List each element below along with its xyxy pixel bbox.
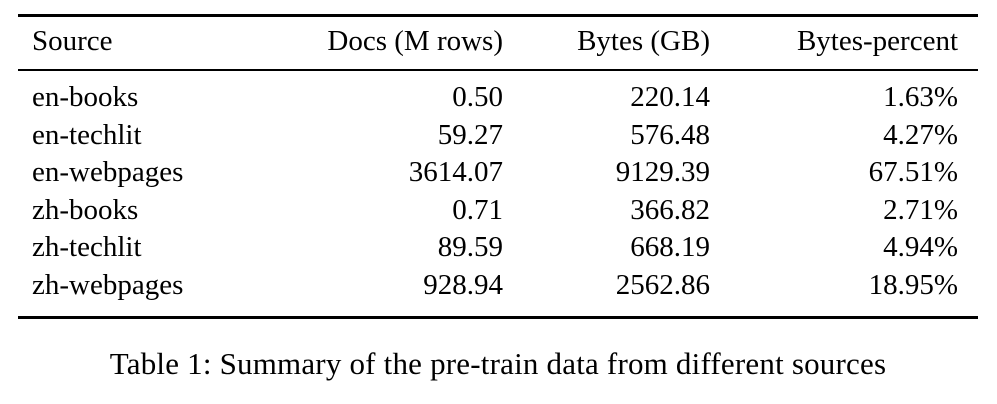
- cell-source: en-webpages: [32, 156, 184, 188]
- cell-source: zh-techlit: [32, 231, 142, 263]
- table-row: zh-books 0.71 366.82 2.71%: [18, 192, 978, 230]
- table-caption: Table 1: Summary of the pre-train data f…: [109, 346, 887, 381]
- cell-bytes: 576.48: [630, 118, 710, 151]
- table-row: zh-webpages 928.94 2562.86 18.95%: [18, 267, 978, 318]
- cell-bytes-percent: 4.27%: [883, 118, 958, 151]
- table-header-row: Source Docs (M rows) Bytes (GB) Bytes-pe…: [18, 15, 978, 71]
- cell-bytes: 668.19: [630, 231, 710, 263]
- cell-source: en-books: [32, 81, 139, 113]
- table-row: zh-techlit 89.59 668.19 4.94%: [18, 229, 978, 267]
- cell-docs: 59.27: [437, 118, 503, 151]
- cell-docs: 928.94: [423, 268, 503, 301]
- cell-bytes: 366.82: [630, 193, 710, 226]
- cell-bytes-percent: 1.63%: [883, 81, 958, 113]
- column-header-source: Source: [18, 15, 258, 71]
- table-row: en-books 0.50 220.14 1.63%: [18, 70, 978, 117]
- pretrain-data-table: Source Docs (M rows) Bytes (GB) Bytes-pe…: [18, 14, 978, 319]
- cell-source: zh-books: [32, 193, 139, 226]
- cell-bytes-percent: 2.71%: [883, 193, 958, 226]
- cell-bytes-percent: 67.51%: [868, 156, 958, 188]
- cell-bytes: 220.14: [630, 81, 710, 113]
- cell-docs: 0.71: [452, 193, 503, 226]
- column-header-bytes: Bytes (GB): [503, 15, 710, 71]
- cell-source: zh-webpages: [32, 268, 184, 301]
- column-header-docs: Docs (M rows): [258, 15, 503, 71]
- cell-docs: 89.59: [437, 231, 503, 263]
- cell-source: en-techlit: [32, 118, 142, 151]
- table-row: en-webpages 3614.07 9129.39 67.51%: [18, 154, 978, 192]
- cell-docs: 0.50: [452, 81, 503, 113]
- cell-bytes: 2562.86: [615, 268, 710, 301]
- cell-bytes-percent: 18.95%: [868, 268, 958, 301]
- cell-bytes-percent: 4.94%: [883, 231, 958, 263]
- table-row: en-techlit 59.27 576.48 4.27%: [18, 117, 978, 155]
- column-header-percent: Bytes-percent: [710, 15, 978, 71]
- cell-docs: 3614.07: [408, 156, 503, 188]
- cell-bytes: 9129.39: [615, 156, 710, 188]
